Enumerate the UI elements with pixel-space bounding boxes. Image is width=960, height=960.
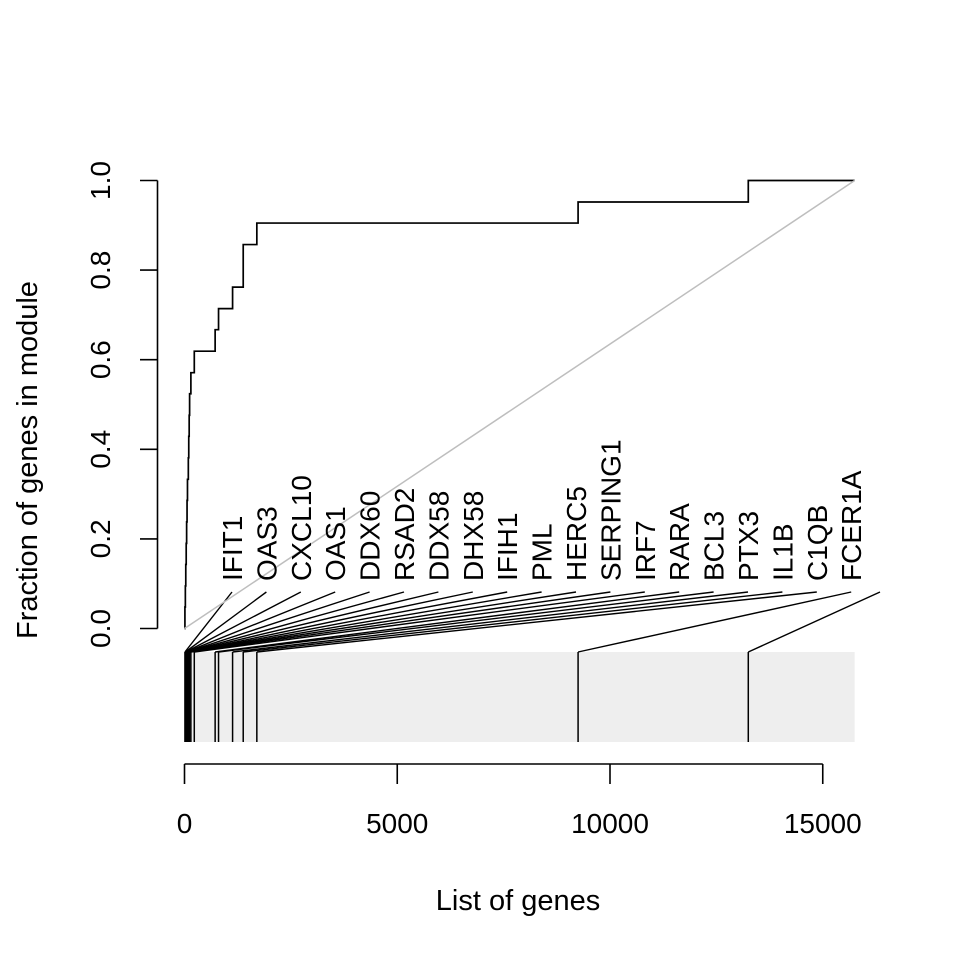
gene-label: SERPING1 (595, 439, 626, 581)
x-tick-label: 5000 (366, 808, 428, 839)
gene-label: PML (527, 523, 558, 581)
gene-label: BCL3 (699, 511, 730, 581)
gene-label: HERC5 (561, 486, 592, 581)
gene-label: OAS3 (251, 506, 282, 581)
gene-label-connector (186, 591, 370, 653)
gene-label: IFIT1 (217, 516, 248, 581)
x-tick-label: 0 (177, 808, 193, 839)
rug-background (184, 652, 855, 742)
gene-label: DDX58 (423, 491, 454, 581)
gene-label-connector (194, 591, 645, 653)
cumulative-fraction-line (184, 179, 855, 630)
gene-label: C1QB (802, 505, 833, 581)
x-axis: 0 5000 10000 15000 (177, 763, 862, 839)
gene-label: RARA (664, 503, 695, 581)
series-layer (184, 179, 856, 630)
gene-label: OAS1 (320, 506, 351, 581)
gene-label-connector (189, 591, 542, 653)
gene-label-connector (186, 591, 405, 653)
gene-labels: IFIT1 OAS3 CXCL10 OAS1 DDX60 RSAD2 DDX58 DHX58 I… (217, 439, 867, 581)
gene-label-connector (185, 591, 302, 653)
x-axis-title: List of genes (436, 885, 600, 917)
gene-label-connector (218, 591, 714, 653)
gene-label-connector (256, 591, 817, 653)
y-tick-label: 0.8 (85, 251, 116, 290)
gene-label: IL1B (767, 523, 798, 581)
gene-label-connector (189, 591, 577, 653)
gene-label-connector (747, 591, 881, 653)
gene-label: IFIH1 (492, 513, 523, 581)
gene-label-connector (185, 591, 336, 653)
gene-label-connector (188, 591, 473, 653)
y-tick-label: 0.2 (85, 519, 116, 558)
gene-label: PTX3 (733, 511, 764, 581)
gene-label: IRF7 (630, 520, 661, 581)
diagonal-reference-line (184, 179, 856, 630)
y-axis: 0.0 0.2 0.4 0.6 0.8 1.0 (85, 161, 159, 648)
gene-label-connector (577, 591, 852, 653)
gene-label-connector (188, 591, 508, 653)
gene-label-connector (187, 591, 439, 653)
gene-label-connector (243, 591, 783, 653)
gene-label-connector (190, 591, 611, 653)
y-tick-label: 0.4 (85, 430, 116, 469)
y-tick-label: 1.0 (85, 161, 116, 200)
gene-label: CXCL10 (286, 475, 317, 581)
gene-label: DDX60 (355, 491, 386, 581)
gene-label: RSAD2 (389, 488, 420, 581)
gene-label-connector (215, 591, 680, 653)
rug-lines (184, 652, 750, 742)
gene-label: DHX58 (458, 491, 489, 581)
gene-label-connectors (184, 591, 881, 653)
x-tick-label: 15000 (784, 808, 862, 839)
y-axis-title: Fraction of genes in module (12, 281, 44, 639)
y-tick-label: 0.0 (85, 609, 116, 648)
gene-label-connector (184, 591, 267, 653)
y-tick-label: 0.6 (85, 340, 116, 379)
rug-panel (184, 652, 855, 742)
x-tick-label: 10000 (571, 808, 649, 839)
gene-label-connector (232, 591, 749, 653)
gene-label: FCER1A (836, 470, 867, 581)
